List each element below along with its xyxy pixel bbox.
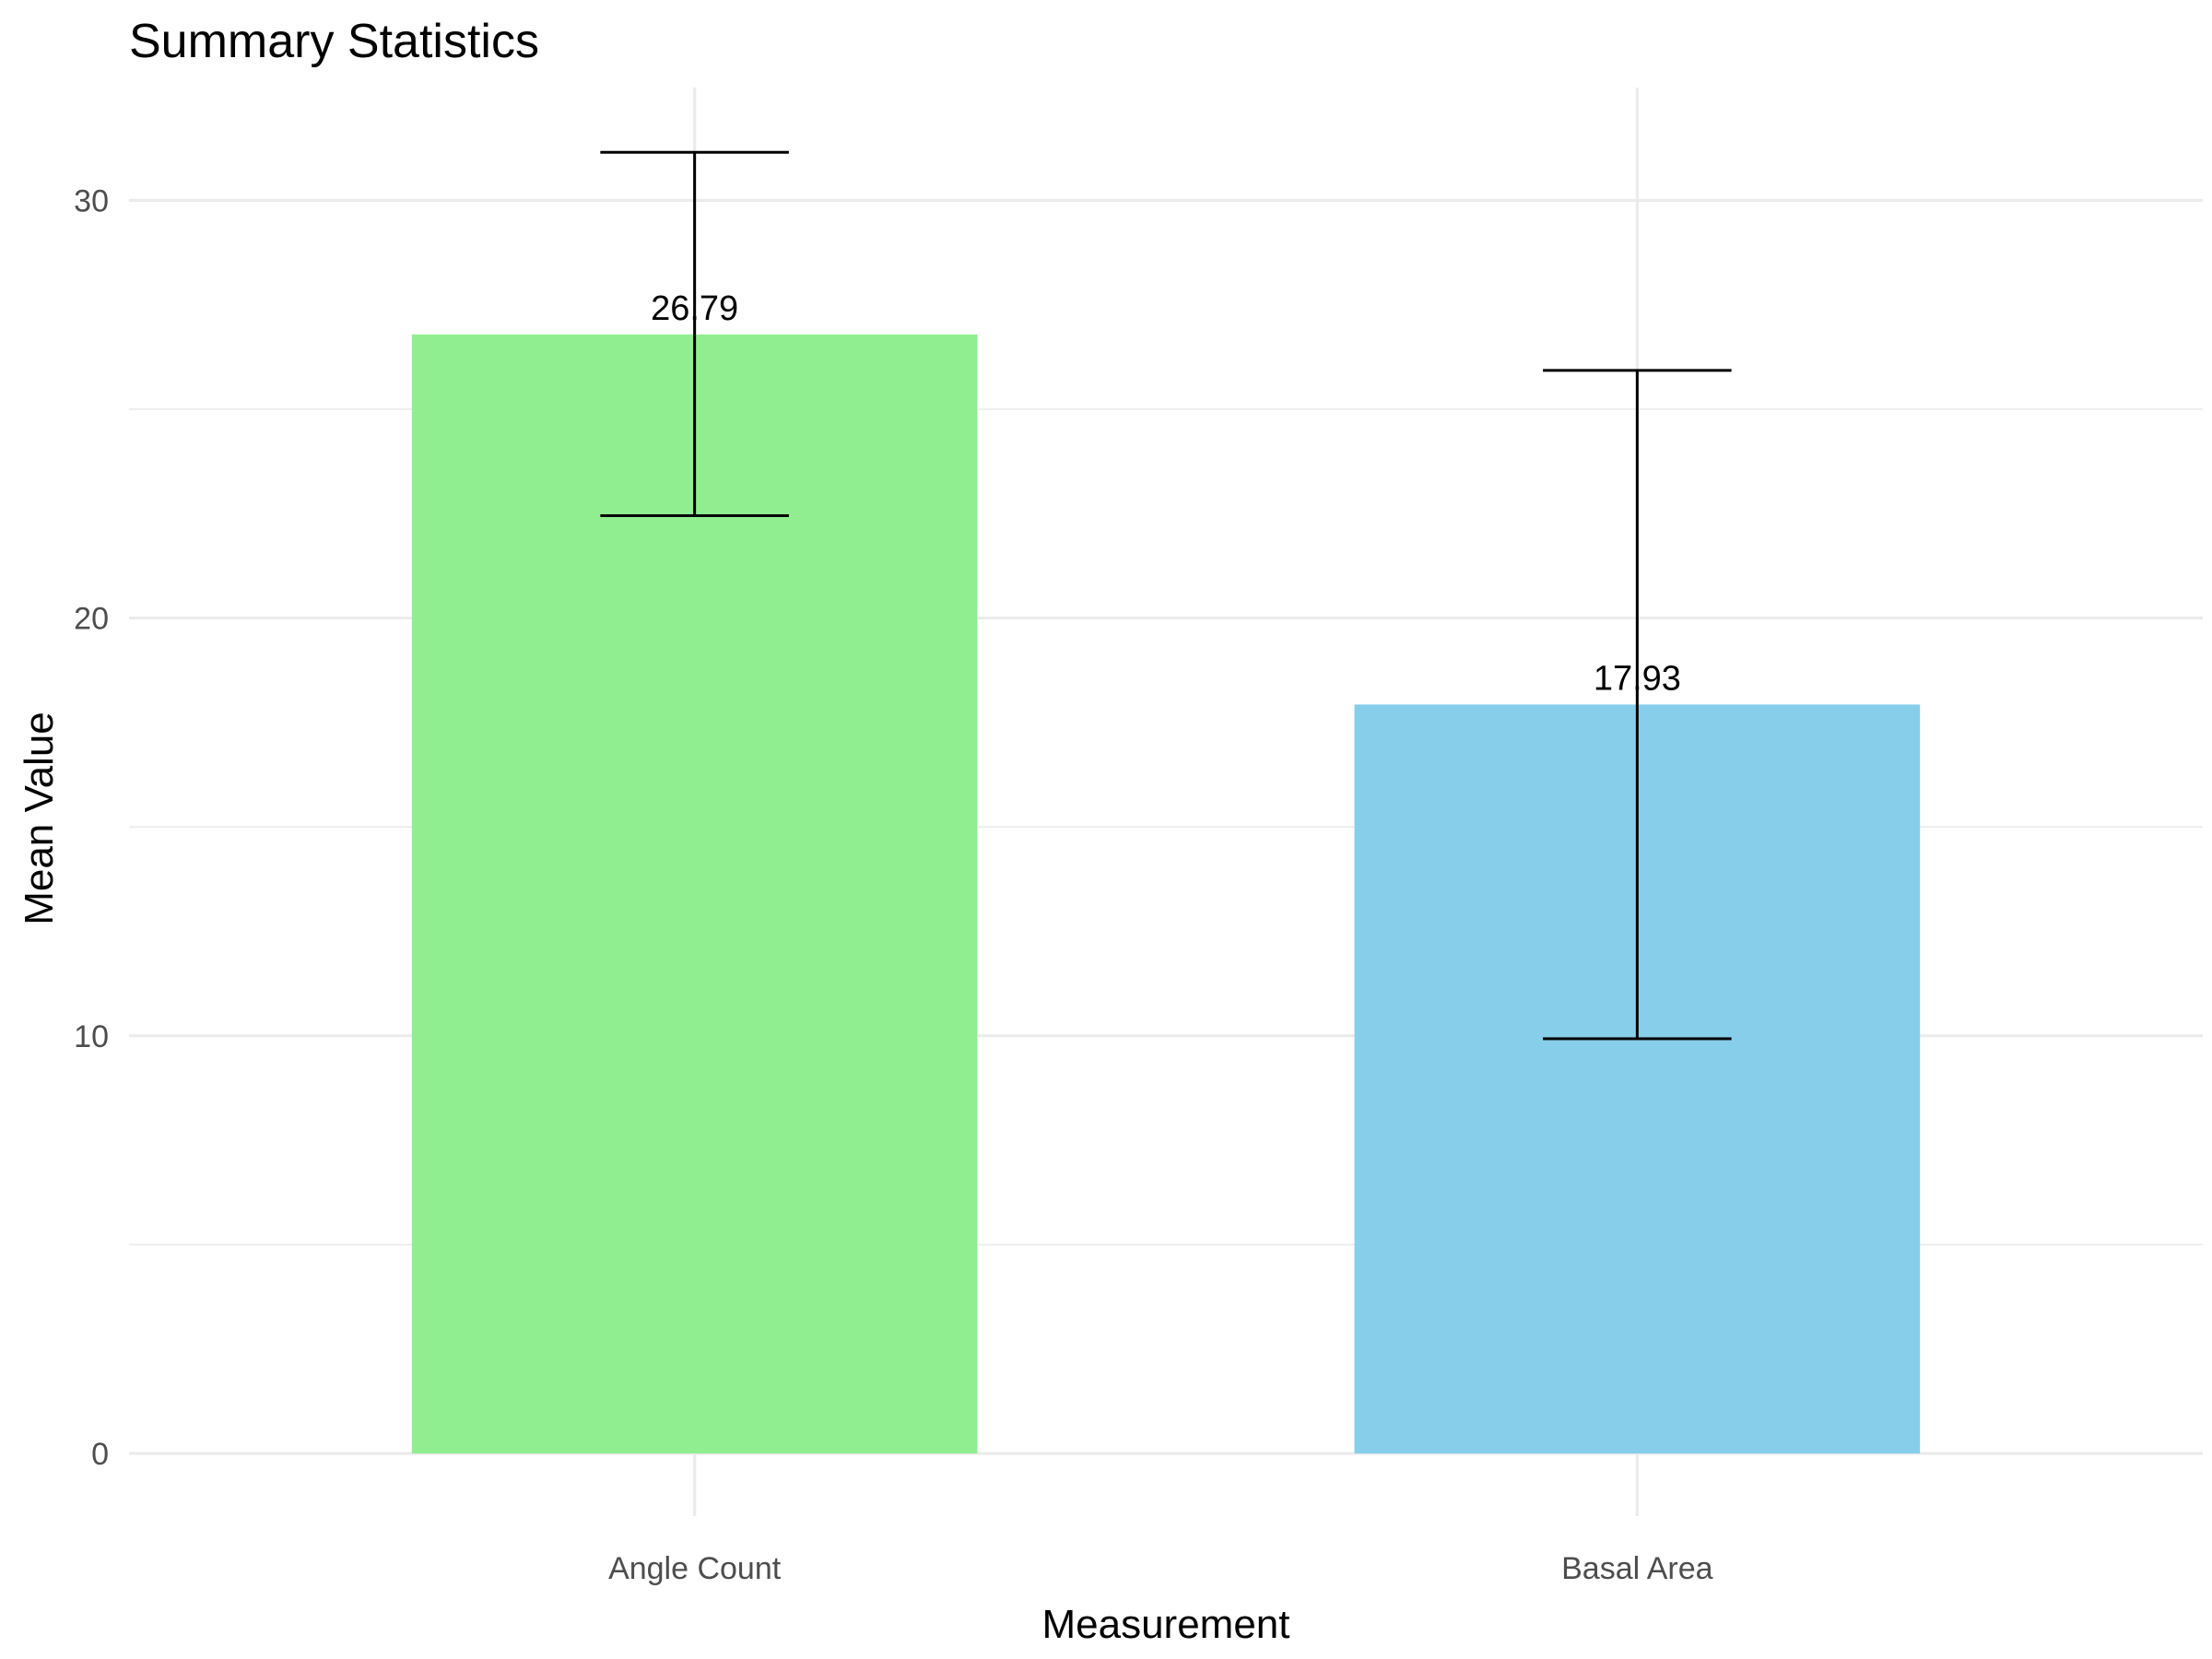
x-tick-label: Angle Count [608,1551,782,1586]
error-bar [1543,369,1732,1041]
data-label: 26.79 [651,289,738,328]
y-axis-ticks: 0 10 20 30 [74,183,109,1472]
x-tick-label: Basal Area [1561,1551,1713,1586]
y-tick-label: 0 [91,1437,109,1472]
y-tick-label: 10 [74,1019,109,1054]
error-bars [600,150,1732,1041]
y-axis-title: Mean Value [17,712,62,925]
y-tick-label: 20 [74,602,109,637]
bars [411,334,1921,1454]
bar [411,334,978,1454]
y-tick-label: 30 [74,183,109,218]
data-label: 17.93 [1594,659,1681,698]
x-axis-title: Measurement [1041,1602,1289,1647]
chart-title: Summary Statistics [129,15,539,68]
error-bar [600,150,789,518]
data-labels: 26.79 17.93 [651,289,1681,699]
x-axis-ticks: Angle Count Basal Area [608,1551,1713,1586]
